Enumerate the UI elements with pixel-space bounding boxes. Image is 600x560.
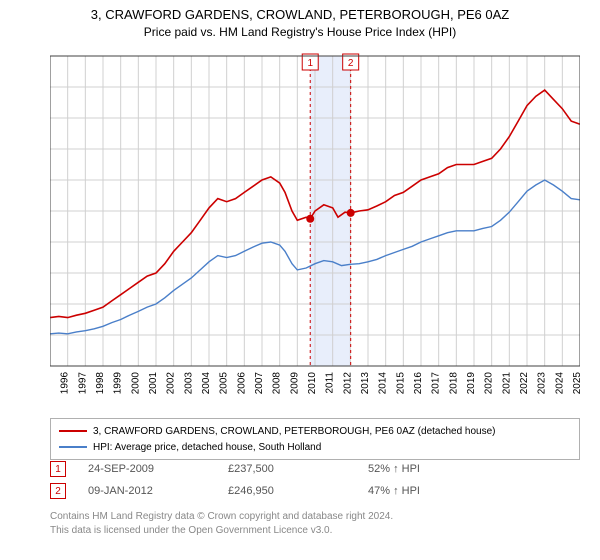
svg-text:2014: 2014: [378, 372, 389, 395]
svg-text:2007: 2007: [254, 372, 265, 395]
svg-text:2016: 2016: [413, 372, 424, 395]
page: 3, CRAWFORD GARDENS, CROWLAND, PETERBORO…: [0, 0, 600, 560]
chart-title-block: 3, CRAWFORD GARDENS, CROWLAND, PETERBORO…: [0, 0, 600, 40]
svg-text:2009: 2009: [289, 372, 300, 395]
svg-text:2020: 2020: [484, 372, 495, 395]
svg-text:2017: 2017: [431, 372, 442, 395]
svg-text:1999: 1999: [113, 372, 124, 395]
price-chart: £0£50K£100K£150K£200K£250K£300K£350K£400…: [50, 48, 580, 408]
transaction-marker: 2: [50, 483, 66, 499]
chart-subtitle: Price paid vs. HM Land Registry's House …: [0, 24, 600, 40]
svg-text:2008: 2008: [272, 372, 283, 395]
svg-text:2015: 2015: [395, 372, 406, 395]
svg-text:2019: 2019: [466, 372, 477, 395]
attribution: Contains HM Land Registry data © Crown c…: [50, 510, 580, 537]
transaction-price: £237,500: [228, 463, 368, 475]
transaction-date: 24-SEP-2009: [88, 463, 228, 475]
transaction-price: £246,950: [228, 485, 368, 497]
chart-title: 3, CRAWFORD GARDENS, CROWLAND, PETERBORO…: [0, 6, 600, 24]
svg-text:2012: 2012: [342, 372, 353, 395]
svg-text:2013: 2013: [360, 372, 371, 395]
svg-text:2003: 2003: [183, 372, 194, 395]
svg-text:2022: 2022: [519, 372, 530, 395]
svg-text:2025: 2025: [572, 372, 580, 395]
svg-text:2000: 2000: [130, 372, 141, 395]
transaction-date: 09-JAN-2012: [88, 485, 228, 497]
svg-text:2001: 2001: [148, 372, 159, 395]
svg-text:2024: 2024: [554, 372, 565, 395]
svg-text:2018: 2018: [448, 372, 459, 395]
transaction-marker: 1: [50, 461, 66, 477]
svg-text:2004: 2004: [201, 372, 212, 395]
transaction-hpi-delta: 47% ↑ HPI: [368, 485, 488, 497]
svg-text:2006: 2006: [236, 372, 247, 395]
attribution-line: Contains HM Land Registry data © Crown c…: [50, 510, 580, 524]
svg-text:2: 2: [348, 58, 354, 69]
attribution-line: This data is licensed under the Open Gov…: [50, 524, 580, 538]
svg-text:2002: 2002: [166, 372, 177, 395]
svg-text:1998: 1998: [95, 372, 106, 395]
transaction-row: 1 24-SEP-2009 £237,500 52% ↑ HPI: [50, 458, 580, 480]
legend-label: HPI: Average price, detached house, Sout…: [93, 442, 321, 453]
transaction-hpi-delta: 52% ↑ HPI: [368, 463, 488, 475]
svg-text:1996: 1996: [60, 372, 71, 395]
svg-text:2023: 2023: [537, 372, 548, 395]
legend-swatch: [59, 446, 87, 448]
legend-item-property: 3, CRAWFORD GARDENS, CROWLAND, PETERBORO…: [59, 423, 571, 439]
transaction-row: 2 09-JAN-2012 £246,950 47% ↑ HPI: [50, 480, 580, 502]
svg-text:2010: 2010: [307, 372, 318, 395]
legend-swatch: [59, 430, 87, 432]
svg-text:2005: 2005: [219, 372, 230, 395]
svg-text:2021: 2021: [501, 372, 512, 395]
svg-text:1997: 1997: [77, 372, 88, 395]
svg-text:2011: 2011: [325, 372, 336, 394]
legend-item-hpi: HPI: Average price, detached house, Sout…: [59, 439, 571, 455]
transaction-table: 1 24-SEP-2009 £237,500 52% ↑ HPI 2 09-JA…: [50, 458, 580, 502]
chart-legend: 3, CRAWFORD GARDENS, CROWLAND, PETERBORO…: [50, 418, 580, 460]
svg-text:1995: 1995: [50, 372, 53, 395]
chart-svg: £0£50K£100K£150K£200K£250K£300K£350K£400…: [50, 48, 580, 408]
svg-text:1: 1: [307, 58, 313, 69]
legend-label: 3, CRAWFORD GARDENS, CROWLAND, PETERBORO…: [93, 426, 496, 437]
